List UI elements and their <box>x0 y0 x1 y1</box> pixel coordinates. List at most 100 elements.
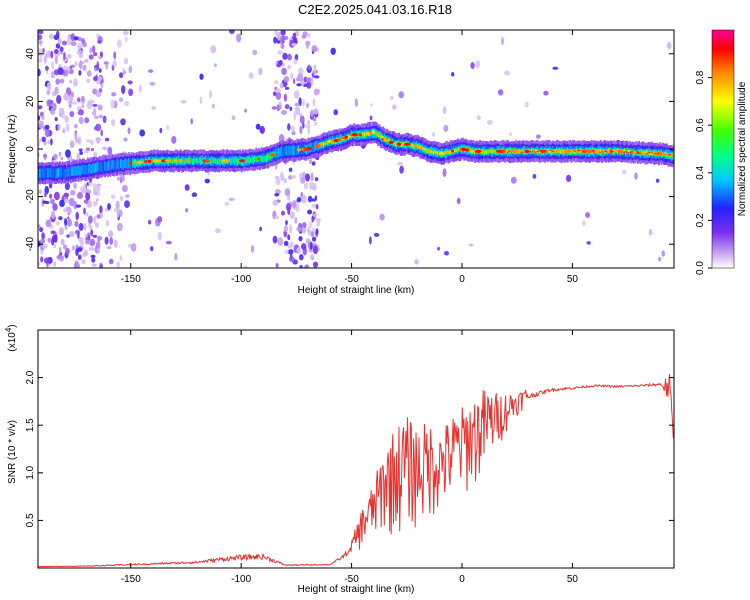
spectral-noise-blob <box>81 95 85 103</box>
spectral-ridge-cell <box>386 138 389 141</box>
spectral-ridge-cell <box>381 135 383 139</box>
spectral-peak-blob <box>560 149 566 153</box>
spectral-ridge-cell <box>374 131 377 135</box>
spectrogram-xtick-label: 50 <box>567 274 579 285</box>
spectral-ridge-cell <box>197 158 199 165</box>
spectral-noise-blob <box>91 45 96 54</box>
spectral-ridge-cell <box>646 150 648 154</box>
spectral-noise-blob <box>59 51 64 55</box>
spectral-ridge-cell <box>575 151 578 153</box>
spectral-noise-blob <box>65 206 72 212</box>
spectral-ridge-cell <box>51 168 53 179</box>
spectral-noise-blob <box>282 52 288 60</box>
spectral-ridge-cell <box>647 152 650 154</box>
spectral-ridge-cell <box>43 168 46 179</box>
spectral-noise-blob <box>307 126 311 135</box>
spectral-ridge-cell <box>45 168 48 178</box>
spectral-noise-blob <box>304 264 310 268</box>
spectral-noise-blob <box>75 248 79 256</box>
spectral-noise-blob <box>67 66 71 72</box>
spectral-noise-blob <box>486 119 493 126</box>
spectral-ridge-cell <box>550 150 553 154</box>
spectral-noise-blob <box>120 118 126 126</box>
spectral-noise-blob <box>124 200 130 209</box>
spectral-ridge-cell <box>268 154 271 160</box>
spectral-noise-blob <box>272 199 279 206</box>
spectral-peak-blob <box>461 147 466 151</box>
spectral-ridge-cell <box>64 169 67 179</box>
spectral-ridge-cell <box>489 149 492 153</box>
spectral-ridge-cell <box>530 150 533 152</box>
spectral-peak-blob <box>617 150 624 154</box>
spectral-ridge-cell <box>628 149 631 153</box>
spectral-noise-blob <box>118 97 124 103</box>
spectral-noise-blob <box>294 217 298 224</box>
spectral-noise-blob <box>298 67 304 75</box>
spectral-noise-blob <box>390 95 394 100</box>
spectral-noise-blob <box>180 99 187 104</box>
spectral-noise-blob <box>58 216 63 221</box>
spectral-peak-blob <box>204 159 210 163</box>
spectral-peak-blob <box>344 135 348 139</box>
spectral-ridge-cell <box>232 157 235 164</box>
spectral-ridge-cell <box>60 167 63 177</box>
spectral-ridge-cell <box>538 150 541 152</box>
colorbar-tick-label: 0.0 <box>695 261 706 275</box>
spectral-noise-blob <box>369 115 373 121</box>
spectral-ridge-cell <box>472 147 475 154</box>
spectral-peak-blob <box>396 142 402 146</box>
spectral-ridge-cell <box>132 160 134 167</box>
spectral-noise-blob <box>312 236 317 242</box>
spectral-noise-blob <box>289 106 293 111</box>
spectral-noise-blob <box>451 72 455 77</box>
spectral-peak-blob <box>501 149 506 153</box>
spectral-noise-blob <box>283 93 287 102</box>
spectral-ridge-cell <box>114 161 117 171</box>
spectral-noise-blob <box>139 129 146 137</box>
spectral-ridge-cell <box>528 149 530 153</box>
spectral-peak-blob <box>388 140 394 144</box>
spectral-noise-blob <box>38 57 43 63</box>
spectral-noise-blob <box>63 52 66 60</box>
spectral-noise-blob <box>666 41 672 50</box>
spectral-peak-blob <box>451 149 455 153</box>
spectral-ridge-cell <box>423 147 426 151</box>
spectral-ridge-cell <box>246 158 248 164</box>
spectral-noise-blob <box>272 91 277 97</box>
spectral-noise-blob <box>95 137 101 143</box>
spectral-noise-blob <box>470 62 475 69</box>
spectral-noise-blob <box>277 237 284 246</box>
spectral-ridge-cell <box>293 146 296 156</box>
spectral-ridge-cell <box>572 150 574 152</box>
snr-ticks: -150 -100 -50 0 50 0.5 1.0 1.5 2.0 <box>25 330 674 585</box>
spectral-ridge-cell <box>236 157 239 164</box>
spectral-noise-blob <box>124 100 130 106</box>
spectral-ridge-cell <box>625 149 627 156</box>
spectral-ridge-cell <box>69 167 72 177</box>
spectral-noise-blob <box>109 237 114 246</box>
spectral-noise-blob <box>475 59 480 69</box>
spectral-ridge-cell <box>491 150 493 154</box>
spectral-noise-blob <box>287 53 292 61</box>
spectral-peak-blob <box>584 149 592 153</box>
spectral-noise-blob <box>77 254 82 260</box>
snr-panel: -150 -100 -50 0 50 0.5 1.0 1.5 2.0 Height of str… <box>4 324 675 595</box>
spectral-ridge-cell <box>73 166 76 176</box>
spectral-noise-blob <box>309 159 313 164</box>
spectral-ridge-cell <box>667 154 670 156</box>
spectral-ridge-cell <box>590 149 593 152</box>
spectral-ridge-cell <box>194 157 197 164</box>
spectral-ridge-cell <box>455 149 458 153</box>
spectral-ridge-cell <box>431 151 434 155</box>
spectral-ridge-cell <box>651 152 654 155</box>
spectral-ridge-cell <box>87 165 89 175</box>
spectral-ridge-cell <box>529 149 532 153</box>
spectral-ridge-cell <box>142 159 145 165</box>
spectral-noise-blob <box>52 102 57 112</box>
spectral-noise-blob <box>259 125 265 134</box>
spectral-ridge-cell <box>170 158 173 164</box>
spectral-noise-blob <box>296 83 302 87</box>
spectral-ridge-cell <box>53 168 56 178</box>
spectral-noise-blob <box>199 97 203 104</box>
spectral-ridge-cell <box>108 160 110 170</box>
